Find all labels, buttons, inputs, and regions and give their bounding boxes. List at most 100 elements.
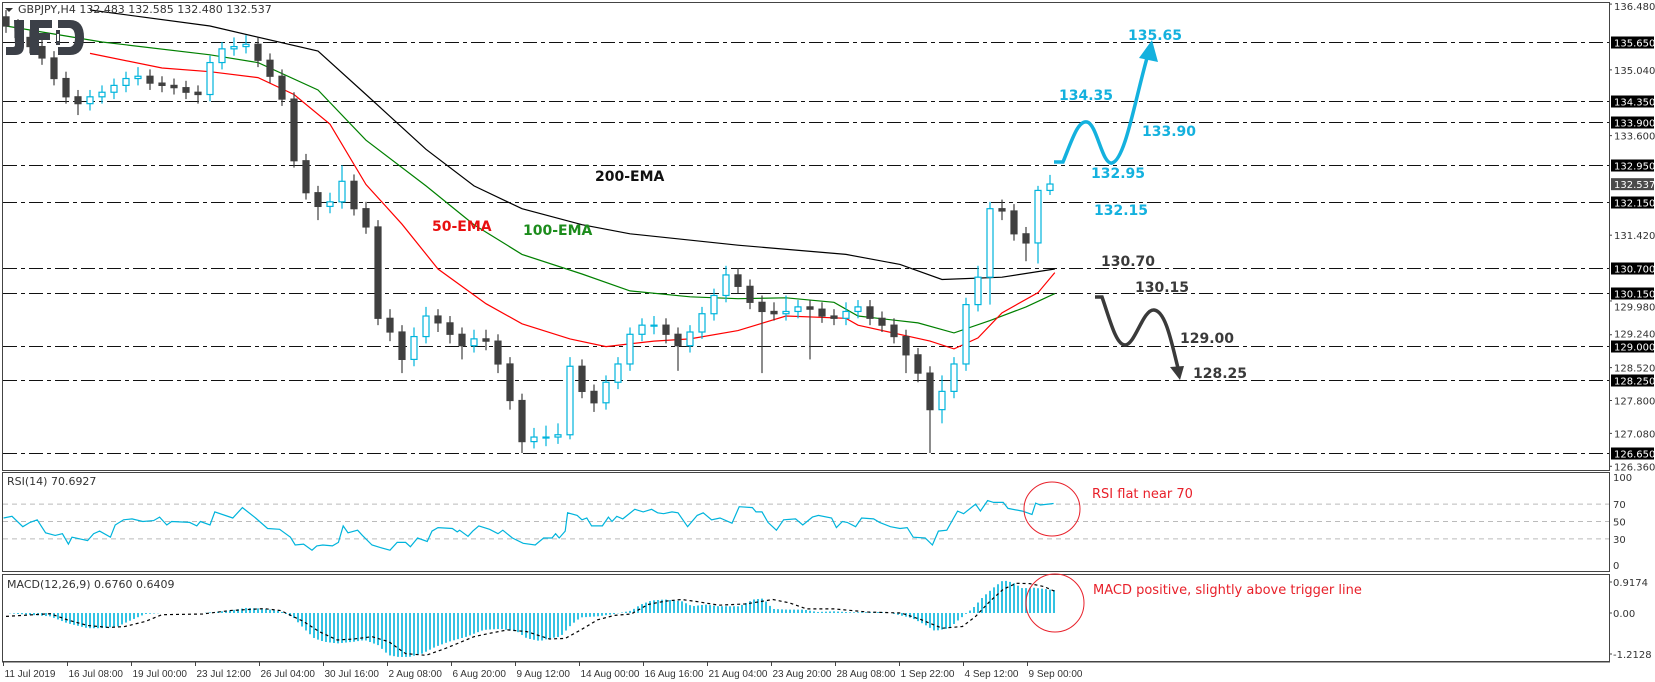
- bear-candle: [2, 10, 10, 33]
- bull-candle: [1034, 185, 1042, 264]
- bull-candle: [326, 192, 334, 214]
- bull-candle: [962, 297, 970, 371]
- price-tick-label: 135.040: [1614, 66, 1655, 77]
- bear-candle: [290, 92, 298, 168]
- bear-candle: [770, 302, 778, 321]
- target-133-90: 133.90: [1142, 124, 1196, 140]
- bull-candle: [86, 89, 94, 111]
- ema-lines: [5, 9, 1056, 350]
- bear-candle: [866, 300, 874, 326]
- price-tick-label: 131.420: [1614, 231, 1655, 242]
- bear-candle: [518, 393, 526, 454]
- bull-candle: [530, 427, 538, 449]
- 100-ema-line: [5, 25, 1056, 334]
- bear-candle: [746, 279, 754, 310]
- date-tick-label: 11 Jul 2019: [5, 669, 56, 680]
- bear-candle: [434, 309, 442, 333]
- bear-candle: [50, 51, 58, 86]
- bear-candle: [926, 366, 934, 454]
- level-badge-label: 129.000: [1614, 343, 1655, 354]
- ema100-label: 100-EMA: [523, 223, 593, 239]
- macd-tick-label: 0.9174: [1613, 578, 1648, 589]
- date-tick-label: 23 Aug 20:00: [773, 669, 832, 680]
- price-tick-label: 127.080: [1614, 429, 1655, 440]
- current-price-label: 132.537: [1614, 180, 1655, 191]
- bull-candle: [554, 423, 562, 444]
- bear-candle: [494, 334, 502, 374]
- level-badge: [1611, 36, 1654, 49]
- level-badge-label: 130.150: [1614, 290, 1655, 301]
- level-badge-label: 134.350: [1614, 98, 1655, 109]
- bull-candle: [686, 325, 694, 353]
- bear-candle: [314, 185, 322, 221]
- bull-candle: [242, 35, 250, 54]
- 200-ema-line: [89, 9, 1055, 281]
- bear-candle: [662, 318, 670, 344]
- date-tick-label: 21 Aug 04:00: [709, 669, 768, 680]
- rsi-indicator: 100 70 50 30 0: [3, 473, 1632, 572]
- bull-candle: [218, 42, 226, 70]
- level-badge-label: 126.650: [1614, 450, 1655, 461]
- bear-candle: [578, 359, 586, 399]
- price-tick-label: 129.240: [1614, 330, 1655, 341]
- bull-candle: [986, 201, 994, 305]
- bull-candle: [134, 67, 142, 86]
- bear-candle: [74, 89, 82, 116]
- bear-candle: [482, 329, 490, 351]
- bull-candle: [782, 295, 790, 321]
- bull-candle: [338, 165, 346, 209]
- level-badge: [1611, 447, 1654, 460]
- bear-candle: [254, 37, 262, 68]
- macd-indicator: 0.9174 0.00 -1.2128: [5, 578, 1652, 661]
- rsi-panel[interactable]: [2, 472, 1610, 572]
- date-tick-label: 19 Jul 00:00: [133, 669, 188, 680]
- bull-candle: [206, 55, 214, 102]
- price-tick-label: 133.600: [1614, 132, 1655, 143]
- dropdown-triangle-icon[interactable]: [5, 8, 13, 12]
- bull-candle: [1046, 174, 1054, 195]
- price-panel[interactable]: [2, 2, 1610, 471]
- bull-candle: [710, 288, 718, 321]
- bull-candle: [638, 318, 646, 342]
- bear-candle: [914, 347, 922, 383]
- jfd-logo: [6, 20, 84, 55]
- level-badge: [1611, 262, 1654, 275]
- bull-candle: [542, 425, 550, 447]
- bear-candle: [758, 295, 766, 374]
- bear-candle: [506, 357, 514, 410]
- rsi-highlight-circle: [1023, 481, 1081, 537]
- bear-candle: [878, 311, 886, 333]
- 50-ema-line: [89, 52, 1056, 350]
- bull-candle: [98, 85, 106, 104]
- macd-tick-label: -1.2128: [1613, 650, 1652, 661]
- level-badge: [1611, 116, 1654, 129]
- symbol-header: GBPJPY,H4 132.483 132.585 132.480 132.53…: [18, 3, 272, 16]
- bull-candle: [422, 306, 430, 344]
- level-badge-label: 135.650: [1614, 39, 1655, 50]
- level-badge-label: 132.950: [1614, 162, 1655, 173]
- bear-candle: [902, 329, 910, 374]
- bear-candle: [818, 302, 826, 323]
- bullish-scenario-arrow: [1054, 40, 1158, 165]
- date-tick-label: 2 Aug 08:00: [389, 669, 443, 680]
- target-134-35: 134.35: [1059, 88, 1113, 104]
- bull-candle: [938, 375, 946, 424]
- bearish-scenario-arrow: [1095, 295, 1184, 380]
- level-badge: [1611, 287, 1654, 300]
- price-tick-label: 127.800: [1614, 397, 1655, 408]
- date-tick-label: 16 Aug 16:00: [645, 669, 704, 680]
- bull-candle: [842, 302, 850, 326]
- bear-candle: [278, 69, 286, 106]
- price-tick-label: 126.360: [1614, 463, 1655, 474]
- macd-panel[interactable]: [2, 574, 1610, 662]
- date-tick-label: 23 Jul 12:00: [197, 669, 252, 680]
- rsi-tick-label: 100: [1613, 473, 1632, 484]
- target-130-70: 130.70: [1101, 254, 1155, 270]
- bull-candle: [722, 265, 730, 303]
- date-tick-label: 9 Aug 12:00: [517, 669, 571, 680]
- bear-candle: [1022, 226, 1030, 262]
- level-badge: [1611, 340, 1654, 353]
- bull-candle: [602, 375, 610, 410]
- bear-candle: [170, 78, 178, 95]
